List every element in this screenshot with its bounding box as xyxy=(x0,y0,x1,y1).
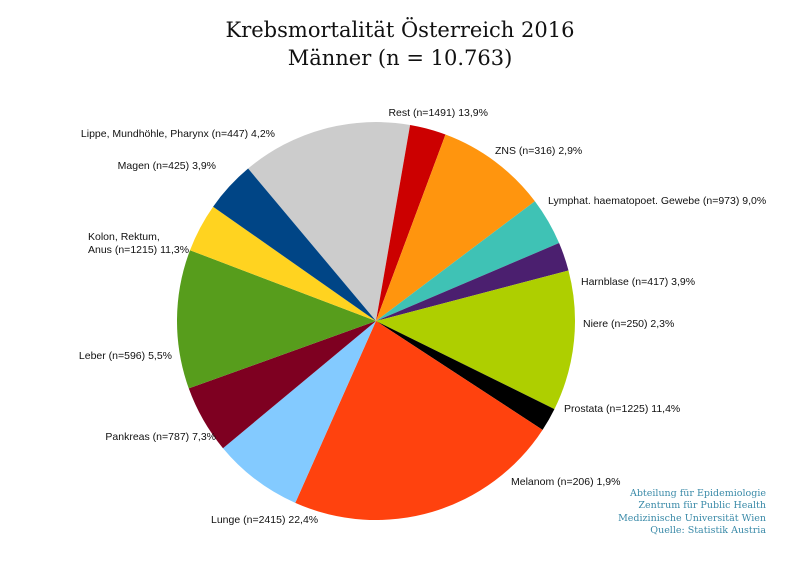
chart-subtitle: Männer (n = 10.763) xyxy=(287,46,513,70)
pie-slice-melanom xyxy=(376,321,555,430)
credits-line-center: Zentrum für Public Health xyxy=(638,500,766,512)
pie-slice-niere xyxy=(376,243,569,321)
slice-label-kolon-rektum: Kolon, Rektum, Anus (n=1215) 11,3% xyxy=(88,231,189,256)
slice-label-zns: ZNS (n=316) 2,9% xyxy=(495,145,582,157)
slice-label-prostata: Prostata (n=1225) 11,4% xyxy=(564,403,680,415)
pie-slice-harnblase xyxy=(376,201,560,321)
slice-label-magen: Magen (n=425) 3,9% xyxy=(118,160,216,172)
pie-slice-kolon-rektum xyxy=(176,250,376,389)
slice-label-lunge: Lunge (n=2415) 22,4% xyxy=(211,514,318,526)
slice-label-pankreas: Pankreas (n=787) 7,3% xyxy=(105,431,216,443)
pie-slice-rest xyxy=(248,122,411,321)
pie-slice-pankreas xyxy=(222,321,376,503)
slice-label-lymphat-haematopoet-gewebe: Lymphat. haematopoet. Gewebe (n=973) 9,0… xyxy=(548,195,766,207)
pie-slice-magen xyxy=(190,206,376,321)
pie-slice-lymphat-haematopoet-gewebe xyxy=(376,134,535,321)
credits-line-source: Quelle: Statistik Austria xyxy=(650,525,766,537)
slice-label-lippe-mundhöhle-pharynx: Lippe, Mundhöhle, Pharynx (n=447) 4,2% xyxy=(81,128,275,140)
credits-line-department: Abteilung für Epidemiologie xyxy=(629,488,766,499)
slice-label-harnblase: Harnblase (n=417) 3,9% xyxy=(581,276,695,288)
pie-slice-zns xyxy=(376,124,446,321)
slice-label-rest: Rest (n=1491) 13,9% xyxy=(388,107,488,119)
slice-label-leber: Leber (n=596) 5,5% xyxy=(79,350,172,362)
slice-label-melanom: Melanom (n=206) 1,9% xyxy=(511,476,620,488)
chart-title: Krebsmortalität Österreich 2016 xyxy=(225,18,575,42)
pie-slice-prostata xyxy=(376,270,575,410)
pie-slice-leber xyxy=(188,321,376,449)
slice-label-niere: Niere (n=250) 2,3% xyxy=(583,318,674,330)
credits-block: Abteilung für Epidemiologie Zentrum für … xyxy=(618,488,766,538)
pie-slice-lippe-mundhöhle-pharynx xyxy=(213,168,376,321)
credits-line-university: Medizinische Universität Wien xyxy=(618,512,766,524)
pie-slice-lunge xyxy=(295,321,543,521)
